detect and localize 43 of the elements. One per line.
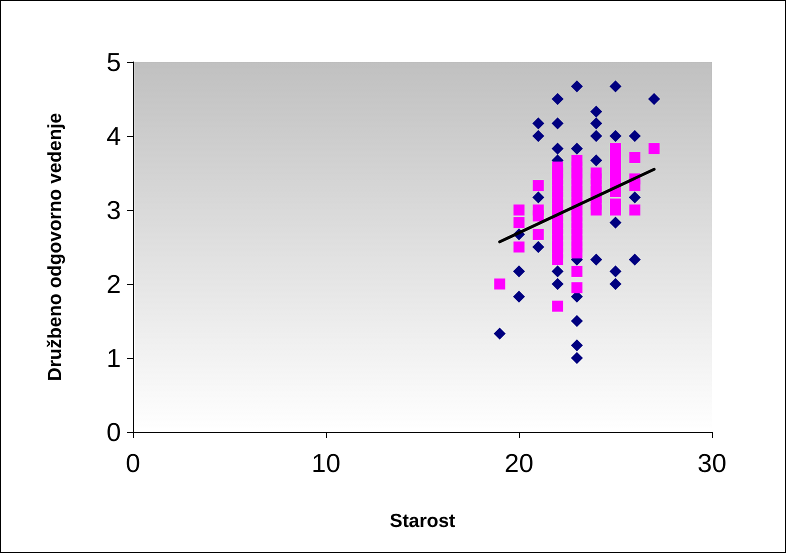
point bbox=[552, 117, 564, 130]
point bbox=[570, 142, 583, 155]
y-tick-label: 2 bbox=[106, 269, 121, 299]
point bbox=[552, 142, 564, 155]
y-tick-label: 4 bbox=[106, 121, 121, 151]
point bbox=[570, 352, 583, 364]
point bbox=[552, 93, 564, 105]
point bbox=[532, 130, 544, 142]
y-tick-label: 0 bbox=[106, 417, 121, 447]
x-tick-label: 20 bbox=[504, 448, 534, 478]
point bbox=[532, 117, 544, 130]
point bbox=[590, 130, 602, 142]
x-tick-label: 30 bbox=[698, 448, 726, 478]
x-tick-label: 0 bbox=[126, 448, 140, 478]
point bbox=[570, 339, 583, 352]
point bbox=[513, 265, 525, 278]
point bbox=[628, 254, 641, 266]
point bbox=[610, 278, 622, 290]
x-axis-title: Starost bbox=[390, 511, 456, 532]
point bbox=[610, 265, 622, 278]
y-axis-title: Družbeno odgovorno vedenje bbox=[45, 112, 66, 382]
point bbox=[628, 130, 641, 142]
point bbox=[552, 265, 564, 278]
point bbox=[590, 154, 602, 166]
point bbox=[513, 290, 525, 303]
point bbox=[532, 241, 544, 253]
y-tick-label: 5 bbox=[106, 47, 121, 77]
point bbox=[590, 254, 602, 266]
point bbox=[494, 328, 506, 340]
point bbox=[610, 80, 622, 92]
point bbox=[552, 278, 564, 290]
x-tick-label: 10 bbox=[312, 448, 340, 478]
point bbox=[590, 117, 602, 130]
point bbox=[570, 315, 583, 327]
point bbox=[532, 191, 544, 204]
point bbox=[610, 216, 622, 229]
point bbox=[628, 191, 641, 204]
y-tick-label: 1 bbox=[106, 343, 121, 373]
point bbox=[648, 93, 660, 105]
point bbox=[570, 80, 583, 92]
y-tick-label: 3 bbox=[106, 195, 121, 225]
point bbox=[610, 130, 622, 142]
point bbox=[590, 106, 602, 118]
